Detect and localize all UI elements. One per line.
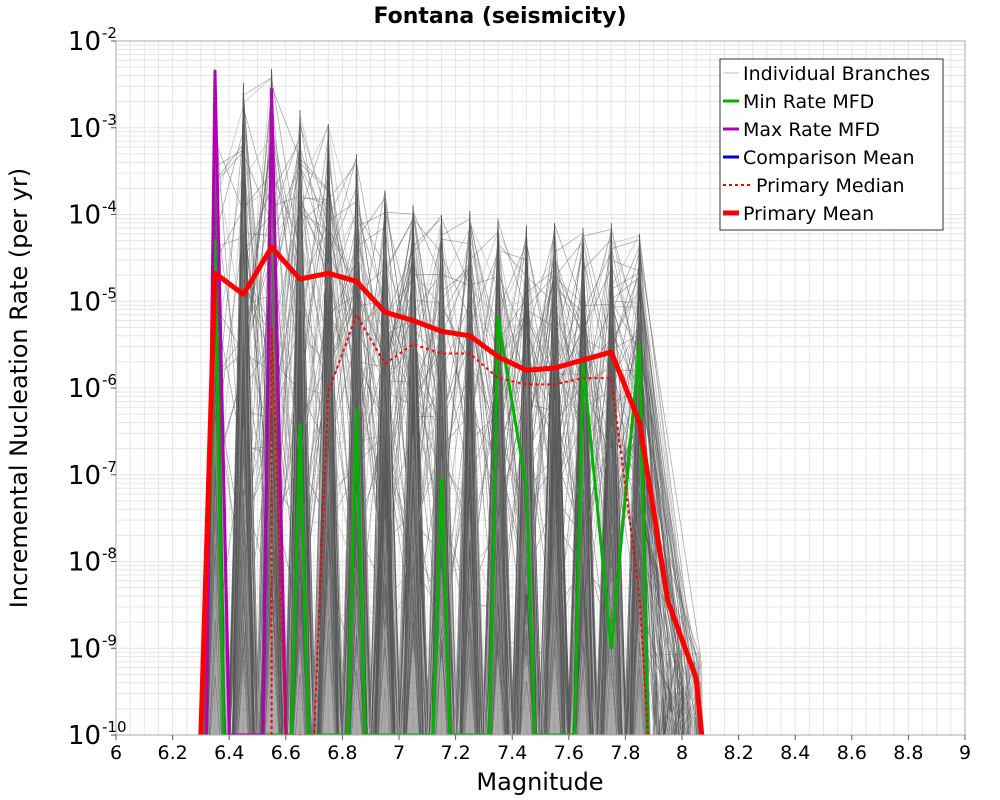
y-tick-exponent: -9	[102, 631, 117, 649]
x-tick-label: 7	[393, 742, 405, 764]
x-tick-label: 7.2	[440, 742, 470, 764]
y-tick-label: 10	[68, 114, 101, 144]
x-tick-label: 8.6	[837, 742, 867, 764]
x-tick-label: 6.6	[271, 742, 301, 764]
branch-line	[205, 157, 703, 735]
x-tick-label: 6.8	[327, 742, 357, 764]
x-axis-label: Magnitude	[476, 768, 603, 796]
chart-title: Fontana (seismicity)	[373, 4, 626, 29]
legend-label: Primary Median	[756, 175, 905, 197]
legend-item-comparison-mean: Comparison Mean	[723, 147, 915, 169]
series-line-5	[198, 244, 705, 735]
legend-item-primary-median: Primary Median	[723, 175, 905, 197]
x-tick-label: 7.6	[554, 742, 584, 764]
legend-box	[719, 58, 944, 231]
legend-label: Min Rate MFD	[743, 91, 874, 113]
series-line-1	[205, 239, 650, 735]
y-tick-label: 10	[68, 461, 101, 491]
branch-line	[232, 103, 657, 735]
y-tick-exponent: -8	[102, 545, 117, 563]
branch-spike	[374, 190, 396, 735]
y-tick-exponent: -4	[102, 198, 117, 216]
legend-label: Primary Mean	[743, 203, 874, 225]
x-tick-label: 6.2	[157, 742, 187, 764]
y-tick-label: 10	[68, 634, 101, 664]
y-tick-label: 10	[68, 27, 101, 57]
legend-label: Comparison Mean	[743, 147, 915, 169]
x-tick-label: 8.2	[723, 742, 753, 764]
branch-line	[233, 234, 683, 735]
x-tick-label: 6	[110, 742, 122, 764]
branch-spike	[317, 124, 339, 735]
x-tick-label: 8.8	[893, 742, 923, 764]
series-lines	[198, 69, 705, 735]
series-line-2	[205, 69, 288, 735]
x-tick-label: 8.4	[780, 742, 810, 764]
y-tick-label: 10	[68, 548, 101, 578]
y-tick-exponent: -3	[102, 111, 117, 129]
y-tick-exponent: -6	[102, 371, 117, 389]
y-tick-exponent: -10	[102, 718, 127, 736]
branch-spike	[544, 222, 565, 735]
y-tick-exponent: -7	[102, 458, 117, 476]
legend-item-max-rate: Max Rate MFD	[723, 119, 880, 141]
branch-spike	[459, 210, 480, 735]
legend-label: Individual Branches	[743, 63, 930, 85]
branch-line	[233, 112, 693, 735]
legend-label: Max Rate MFD	[743, 119, 880, 141]
y-tick-label: 10	[68, 201, 101, 231]
x-tick-label: 9	[959, 742, 971, 764]
legend-item-primary-mean: Primary Mean	[723, 203, 874, 225]
x-tick-label: 8	[676, 742, 688, 764]
y-axis-label: Incremental Nucleation Rate (per yr)	[5, 168, 33, 608]
legend: Individual Branches Min Rate MFD Max Rat…	[719, 58, 944, 231]
legend-item-min-rate: Min Rate MFD	[723, 91, 874, 113]
branch-spike	[402, 204, 424, 735]
y-tick-label: 10	[68, 721, 101, 751]
branch-spike	[232, 82, 254, 735]
x-tick-label: 7.4	[497, 742, 527, 764]
y-tick-exponent: -2	[102, 24, 117, 42]
branch-line	[204, 77, 659, 735]
legend-item-individual-branches: Individual Branches	[723, 63, 930, 85]
y-tick-exponent: -5	[102, 284, 117, 302]
x-ticks: 6 6.2 6.4 6.6 6.8 7 7.2 7.4 7.6 7.8 8 8.2 8.4 8.6 8.8 9	[110, 735, 971, 764]
y-tick-label: 10	[68, 374, 101, 404]
x-tick-label: 7.8	[610, 742, 640, 764]
x-tick-label: 6.4	[214, 742, 244, 764]
y-tick-label: 10	[68, 287, 101, 317]
